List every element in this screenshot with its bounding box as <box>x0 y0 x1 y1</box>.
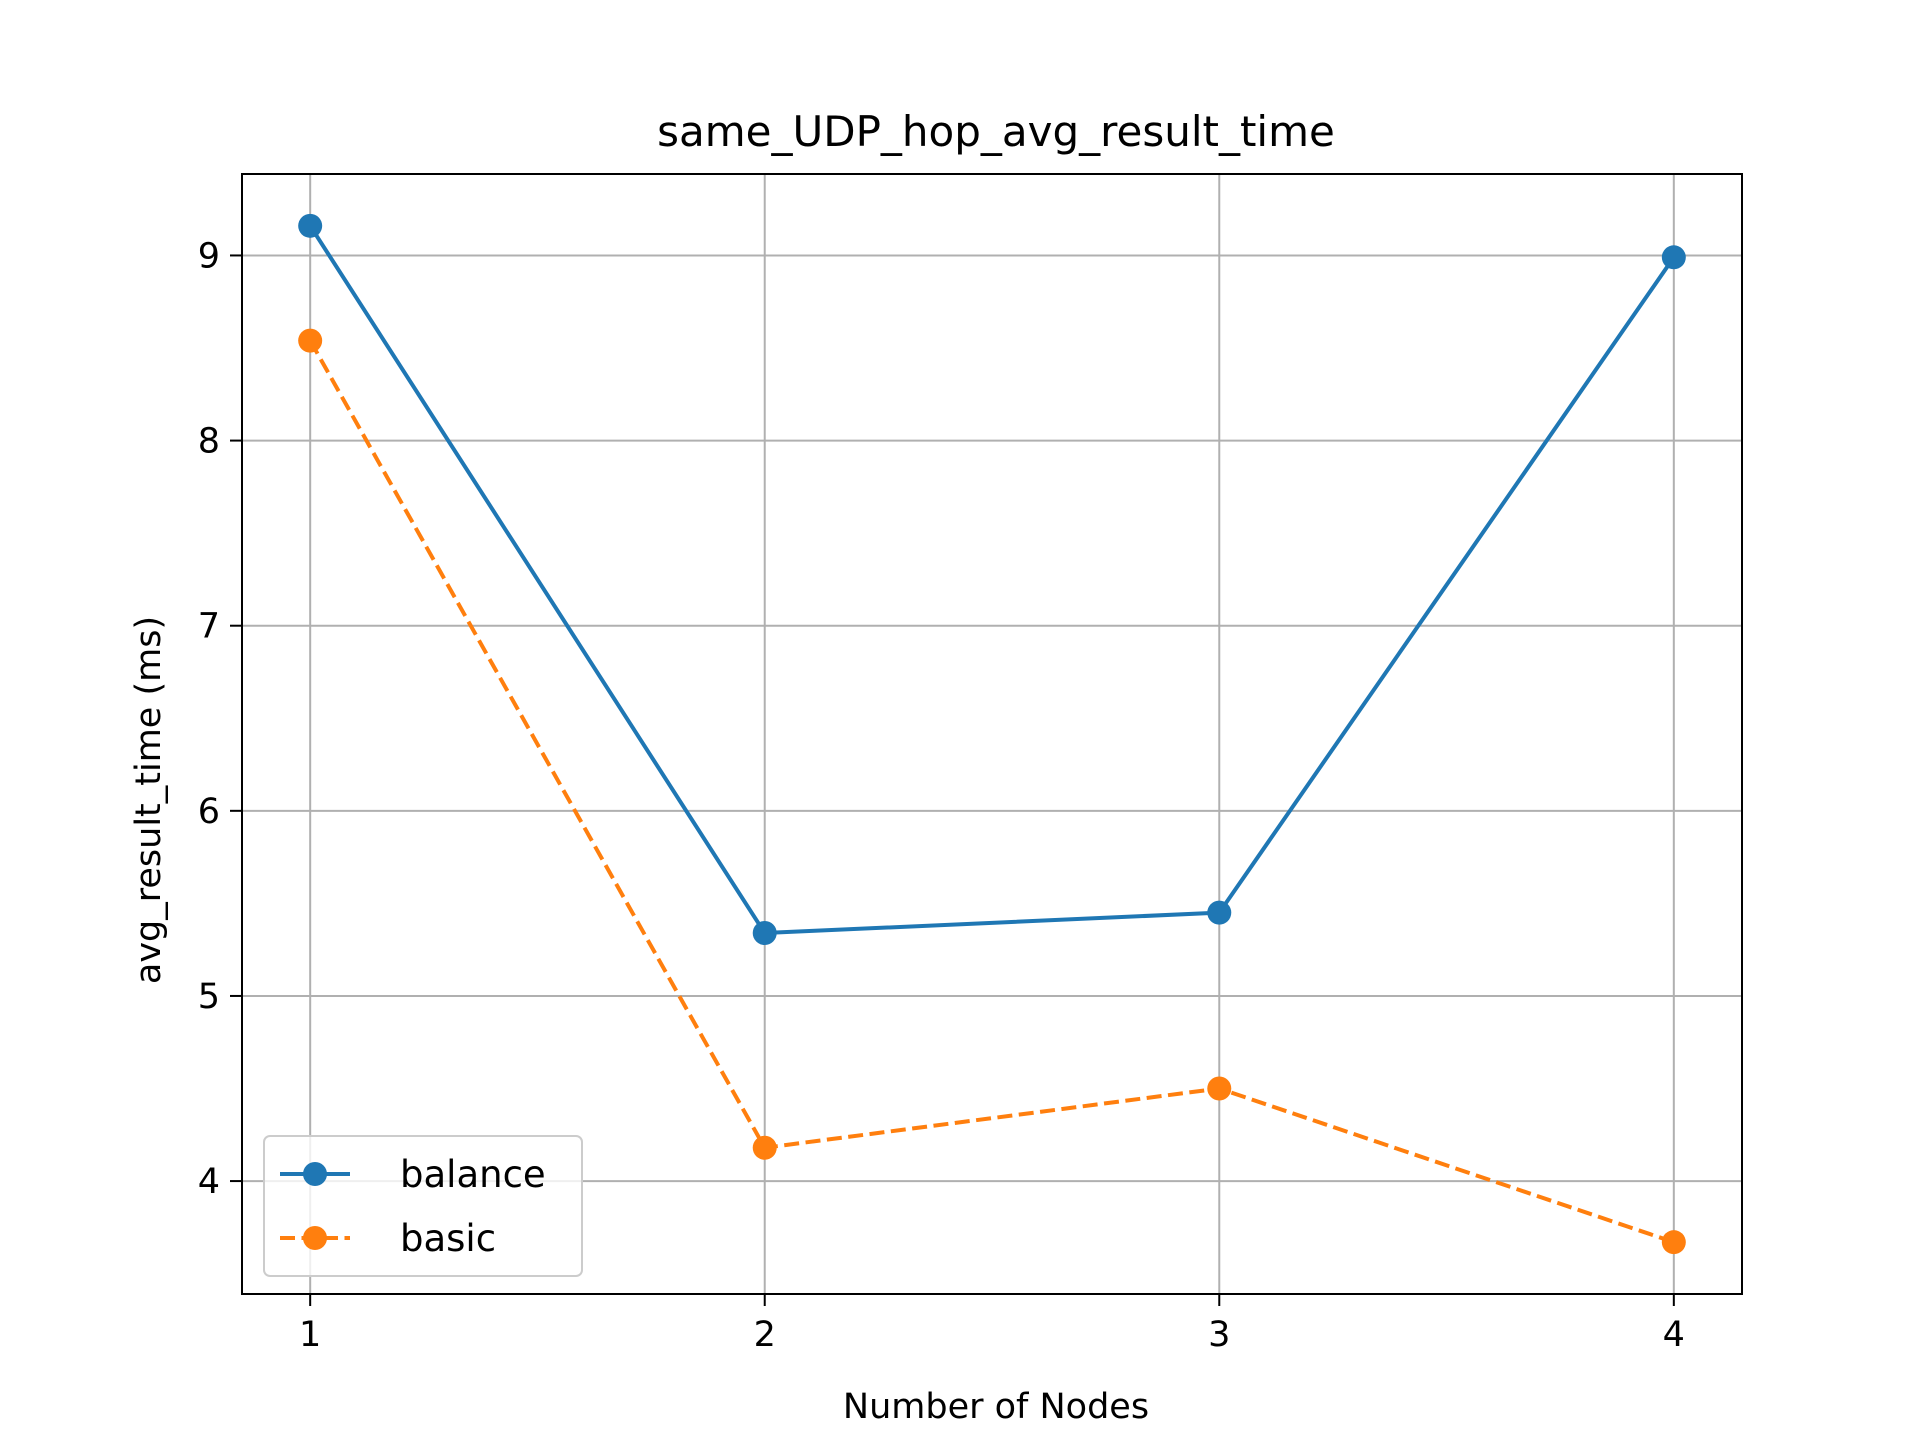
legend-label-basic: basic <box>400 1217 496 1260</box>
x-axis-title: Number of Nodes <box>843 1387 1149 1427</box>
data-point-basic <box>1207 1076 1232 1101</box>
chart-title: same_UDP_hop_avg_result_time <box>657 107 1335 156</box>
legend-swatch-marker-basic <box>303 1226 327 1250</box>
y-tick-label: 9 <box>198 236 220 276</box>
legend: balance basic <box>263 1135 583 1277</box>
legend-swatch-marker-balance <box>303 1162 327 1186</box>
series-basic <box>298 328 1686 1255</box>
y-tick-label: 4 <box>198 1162 220 1202</box>
series-group <box>298 213 1686 1255</box>
x-tick-label: 4 <box>1663 1315 1685 1355</box>
x-tick-label: 2 <box>754 1315 776 1355</box>
y-tick-label: 7 <box>198 607 220 647</box>
y-tick-label: 6 <box>198 792 220 832</box>
x-tick-label: 1 <box>299 1315 321 1355</box>
y-tick-label: 5 <box>198 977 220 1017</box>
x-tick-label: 3 <box>1208 1315 1230 1355</box>
data-point-balance <box>1207 900 1232 925</box>
data-point-balance <box>752 921 777 946</box>
data-point-balance <box>298 213 323 238</box>
y-axis-title: avg_result_time (ms) <box>129 616 169 984</box>
legend-box <box>263 1135 583 1277</box>
ticks: 1 2 3 4 4 5 6 7 8 9 <box>198 236 1685 1355</box>
series-line-basic <box>308 339 1675 1245</box>
series-line-balance <box>308 224 1676 936</box>
series-balance <box>298 213 1686 946</box>
data-point-basic <box>1661 1230 1686 1255</box>
data-point-balance <box>1661 245 1686 270</box>
plot-frame <box>241 173 1743 1295</box>
data-point-basic <box>752 1135 777 1160</box>
legend-label-balance: balance <box>400 1153 546 1196</box>
y-tick-label: 8 <box>198 422 220 462</box>
data-point-basic <box>298 328 323 353</box>
grid <box>242 174 1742 1294</box>
